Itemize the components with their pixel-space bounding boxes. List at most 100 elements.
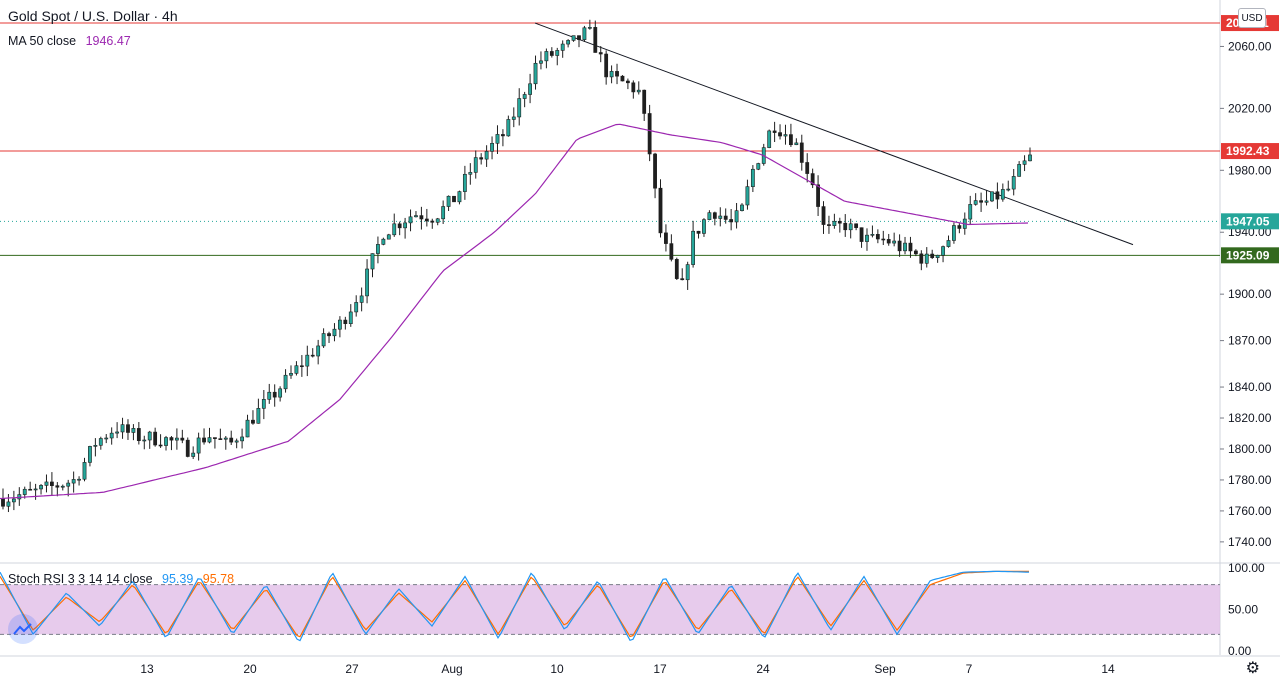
ma50-line [0, 123, 1029, 500]
candle-body [821, 206, 826, 225]
candle-body [473, 157, 478, 173]
price-label-badge [1221, 247, 1279, 264]
candle-body [647, 113, 652, 155]
candle-body [642, 89, 647, 114]
candle-body [299, 365, 304, 368]
currency-badge[interactable]: USD [1238, 8, 1266, 28]
symbol-title: Gold Spot / U.S. Dollar · 4h [8, 8, 178, 24]
candle-body [990, 191, 994, 202]
candle-body [979, 200, 983, 203]
candle-body [680, 278, 685, 281]
candle-body [870, 234, 875, 236]
y-tick-label: 1760.00 [1228, 504, 1272, 518]
candle-body [386, 234, 391, 240]
candle-body [392, 223, 397, 236]
y-tick-label: 1800.00 [1228, 442, 1272, 456]
candle-body [837, 220, 842, 224]
candle-body [560, 43, 565, 51]
candle-body [767, 130, 772, 148]
candle-body [881, 238, 886, 241]
candle-body [55, 485, 60, 488]
candle-body [827, 224, 831, 226]
candle-body [424, 218, 429, 222]
candle-body [805, 162, 810, 174]
candle-body [702, 219, 706, 234]
ma-label: MA 50 close [8, 34, 77, 48]
candle-body [772, 130, 777, 133]
candle-body [294, 365, 299, 374]
candle-body [549, 51, 554, 56]
candle-body [794, 142, 799, 146]
price-label-text: 1925.09 [1226, 248, 1270, 262]
candle-body [816, 184, 820, 207]
candle-body [903, 242, 907, 252]
candle-body [973, 200, 978, 205]
stoch-legend: Stoch RSI 3 3 14 14 close 95.39 95.78 [8, 572, 234, 586]
candle-body [11, 498, 16, 503]
ma-legend: MA 50 close 1946.47 [8, 34, 131, 48]
y-tick-label: 1980.00 [1228, 163, 1272, 177]
candle-body [28, 488, 33, 491]
candle-body [77, 478, 81, 481]
candle-body [723, 215, 728, 220]
candle-body [875, 234, 880, 240]
candle-body [98, 438, 103, 446]
candle-body [191, 452, 196, 457]
candle-body [278, 388, 283, 398]
trendline [534, 22, 1134, 246]
gear-icon[interactable]: ⚙ [1245, 660, 1260, 677]
candle-body [685, 264, 690, 281]
x-tick-label: 20 [243, 662, 257, 676]
candle-body [180, 437, 185, 441]
candle-body [457, 191, 462, 203]
candle-body [115, 431, 120, 434]
candle-body [533, 62, 538, 85]
ma-value: 1946.47 [85, 34, 131, 48]
candle-body [348, 311, 353, 324]
candle-body [707, 212, 712, 220]
candle-body [256, 408, 261, 424]
candle-body [321, 333, 326, 347]
candle-body [185, 439, 190, 457]
candle-body [658, 187, 663, 234]
candle-body [604, 53, 609, 78]
candle-body [718, 215, 723, 219]
candle-body [1011, 176, 1016, 190]
candle-body [337, 319, 342, 330]
candle-body [506, 119, 511, 137]
candle-body [1, 498, 5, 507]
candle-body [202, 437, 206, 443]
candle-body [756, 163, 761, 170]
candle-body [848, 223, 853, 231]
candle-body [223, 437, 228, 440]
candle-body [71, 479, 76, 484]
candle-body [131, 428, 136, 433]
candle-body [555, 50, 560, 56]
candle-body [495, 134, 500, 144]
tradingview-logo-icon[interactable] [8, 614, 38, 644]
price-label-text: 1992.43 [1226, 144, 1270, 158]
candle-body [207, 437, 212, 443]
candle-body [126, 424, 130, 433]
candle-body [615, 71, 619, 77]
candle-body [653, 153, 657, 189]
candle-body [783, 134, 788, 137]
candle-body [370, 253, 375, 270]
candle-body [354, 302, 359, 313]
candle-body [636, 89, 641, 93]
candle-body [327, 333, 331, 337]
candle-body [365, 268, 369, 297]
candle-body [142, 439, 147, 442]
x-tick-label: 7 [966, 662, 973, 676]
candle-body [50, 481, 54, 486]
candle-body [734, 210, 739, 223]
candle-body [625, 80, 630, 84]
candle-body [1022, 160, 1027, 165]
y-tick-label: 2060.00 [1228, 39, 1272, 53]
price-label-text: 1947.05 [1226, 214, 1270, 228]
candle-body [468, 172, 473, 175]
x-tick-label: 17 [653, 662, 667, 676]
candle-body [343, 319, 348, 324]
candle-body [479, 157, 484, 160]
